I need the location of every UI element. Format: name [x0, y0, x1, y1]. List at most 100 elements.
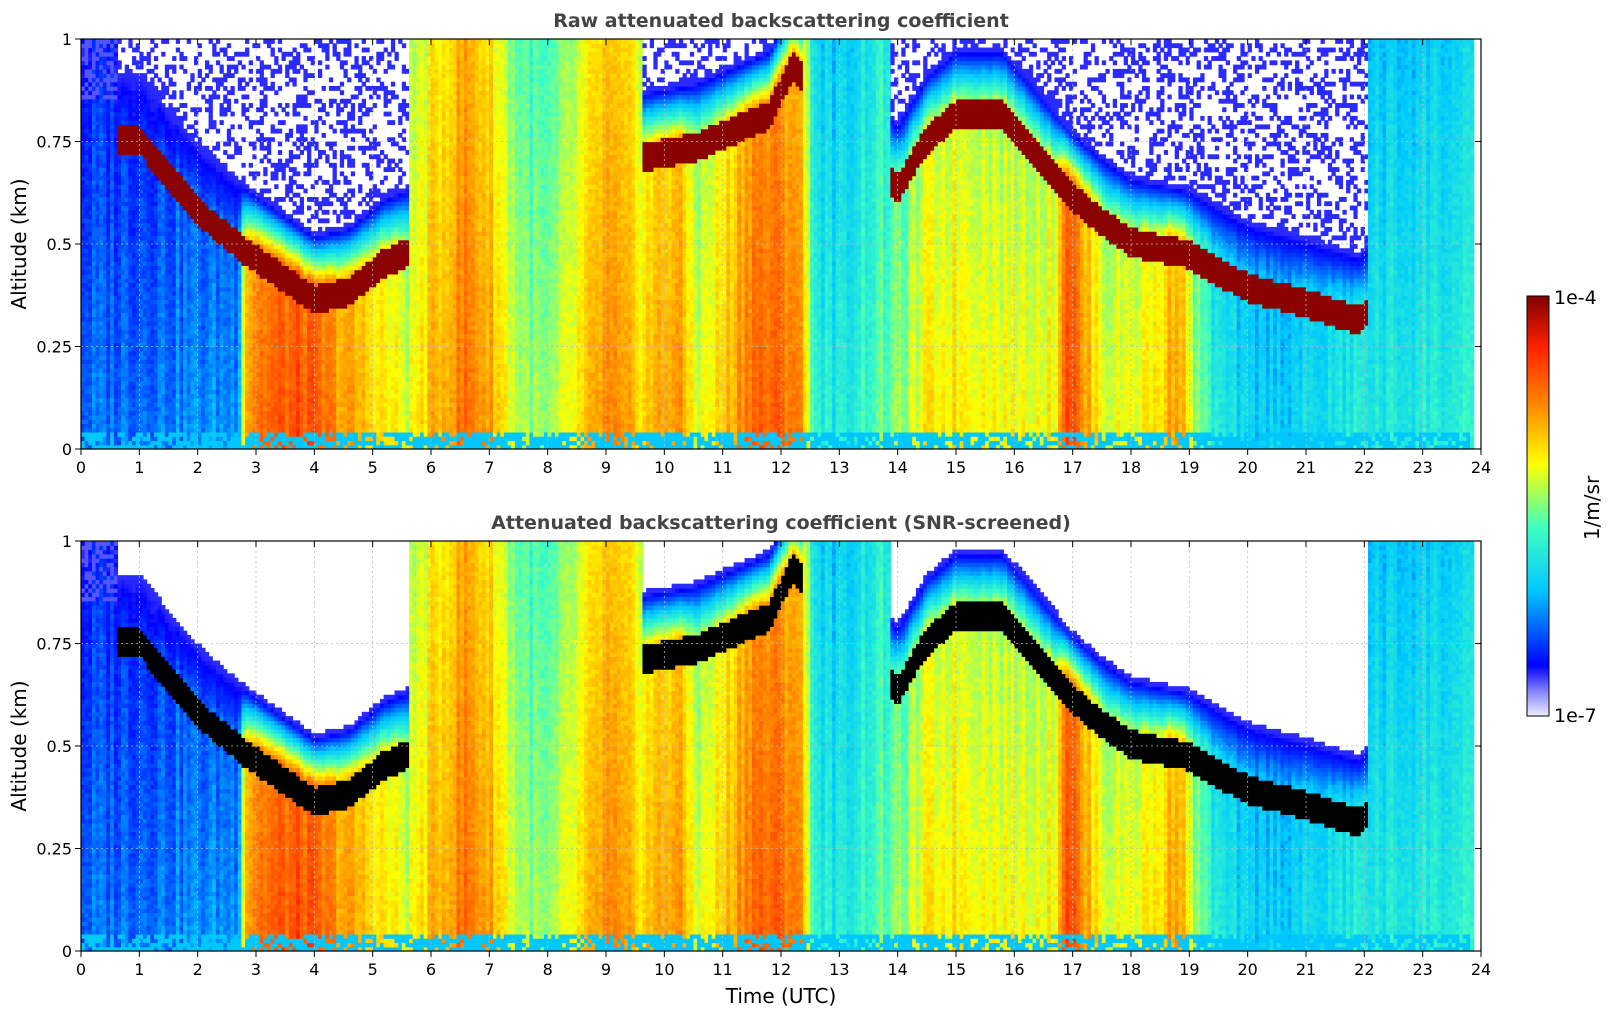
heatmap-cell — [99, 393, 103, 398]
heatmap-cell — [99, 95, 103, 100]
heatmap-cell — [99, 231, 103, 236]
heatmap-cell — [88, 154, 92, 159]
heatmap-cell — [96, 180, 100, 185]
heatmap-cell — [92, 235, 96, 240]
heatmap-cell — [92, 347, 96, 352]
heatmap-cell — [99, 355, 103, 360]
heatmap-cell — [96, 440, 100, 445]
heatmap-cell — [99, 347, 103, 352]
heatmap-cell — [85, 308, 89, 313]
heatmap-cell — [85, 188, 89, 193]
heatmap-cell — [85, 372, 89, 377]
heatmap-cell — [85, 184, 89, 189]
heatmap-cell — [96, 385, 100, 390]
heatmap-cell — [85, 411, 89, 416]
heatmap-cell — [81, 129, 85, 134]
heatmap-cell — [96, 107, 100, 112]
heatmap-cell — [96, 154, 100, 159]
heatmap-cell — [85, 86, 89, 91]
heatmap-cell — [92, 295, 96, 300]
heatmap-cell — [85, 398, 89, 403]
heatmap-cell — [92, 39, 96, 44]
heatmap-cell — [88, 103, 92, 108]
heatmap-cell — [85, 69, 89, 74]
heatmap-cell — [88, 278, 92, 283]
heatmap-cell — [96, 253, 100, 258]
heatmap-cell — [81, 376, 85, 381]
heatmap-cell — [85, 218, 89, 223]
heatmap-cell — [85, 56, 89, 61]
heatmap-cell — [99, 227, 103, 232]
heatmap-cell — [88, 52, 92, 57]
heatmap-cell — [92, 112, 96, 117]
heatmap-cell — [96, 142, 100, 147]
heatmap-cell — [99, 43, 103, 48]
heatmap-cell — [96, 39, 100, 44]
heatmap-cell — [92, 146, 96, 151]
heatmap-cell — [99, 201, 103, 206]
heatmap-cell — [99, 167, 103, 172]
heatmap-cell — [88, 436, 92, 441]
heatmap-cell — [103, 295, 107, 300]
heatmap-cell — [92, 393, 96, 398]
heatmap-cell — [99, 60, 103, 65]
heatmap-cell — [99, 176, 103, 181]
heatmap-cell — [96, 99, 100, 104]
heatmap-cell — [85, 73, 89, 78]
heatmap-cell — [103, 300, 107, 305]
heatmap-cell — [81, 201, 85, 206]
heatmap-cell — [81, 112, 85, 117]
heatmap-cell — [92, 381, 96, 386]
heatmap-cell — [92, 133, 96, 138]
heatmap-cell — [88, 167, 92, 172]
heatmap-cell — [92, 368, 96, 373]
heatmap-cell — [88, 180, 92, 185]
heatmap-cell — [92, 308, 96, 313]
heatmap-cell — [92, 231, 96, 236]
heatmap-cell — [88, 257, 92, 262]
heatmap-cell — [99, 218, 103, 223]
heatmap-cell — [88, 317, 92, 322]
heatmap-cell — [88, 359, 92, 364]
heatmap-cell — [92, 184, 96, 189]
heatmap-cell — [99, 73, 103, 78]
heatmap-cell — [96, 248, 100, 253]
heatmap-cell — [92, 304, 96, 309]
heatmap-cell — [103, 381, 107, 386]
heatmap-cell — [99, 248, 103, 253]
heatmap-cell — [81, 261, 85, 266]
heatmap-cell — [81, 65, 85, 70]
heatmap-cell — [92, 218, 96, 223]
heatmap-cell — [85, 193, 89, 198]
heatmap-cell — [103, 351, 107, 356]
heatmap-cell — [85, 402, 89, 407]
heatmap-cell — [85, 278, 89, 283]
heatmap-cell — [96, 235, 100, 240]
heatmap-cell — [99, 163, 103, 168]
heatmap-cell — [96, 82, 100, 87]
heatmap-cell — [92, 52, 96, 57]
heatmap-cell — [81, 398, 85, 403]
heatmap-cell — [103, 347, 107, 352]
heatmap-cell — [96, 398, 100, 403]
heatmap-cell — [88, 197, 92, 202]
heatmap-cell — [81, 402, 85, 407]
heatmap-cell — [88, 295, 92, 300]
heatmap-cell — [92, 129, 96, 134]
heatmap-cell — [85, 231, 89, 236]
heatmap-cell — [81, 355, 85, 360]
raw-backscatter-panel: Raw attenuated backscattering coefficien… — [7, 10, 1491, 477]
heatmap-cell — [96, 376, 100, 381]
heatmap-cell — [85, 304, 89, 309]
heatmap-cell — [96, 428, 100, 433]
heatmap-cell — [88, 351, 92, 356]
heatmap-cell — [92, 411, 96, 416]
heatmap-cell — [81, 188, 85, 193]
heatmap-cell — [88, 56, 92, 61]
heatmap-cell — [96, 214, 100, 219]
heatmap-cell — [99, 308, 103, 313]
heatmap-cell — [92, 351, 96, 356]
heatmap-cell — [85, 244, 89, 249]
heatmap-cell — [96, 56, 100, 61]
heatmap-cell — [81, 210, 85, 215]
